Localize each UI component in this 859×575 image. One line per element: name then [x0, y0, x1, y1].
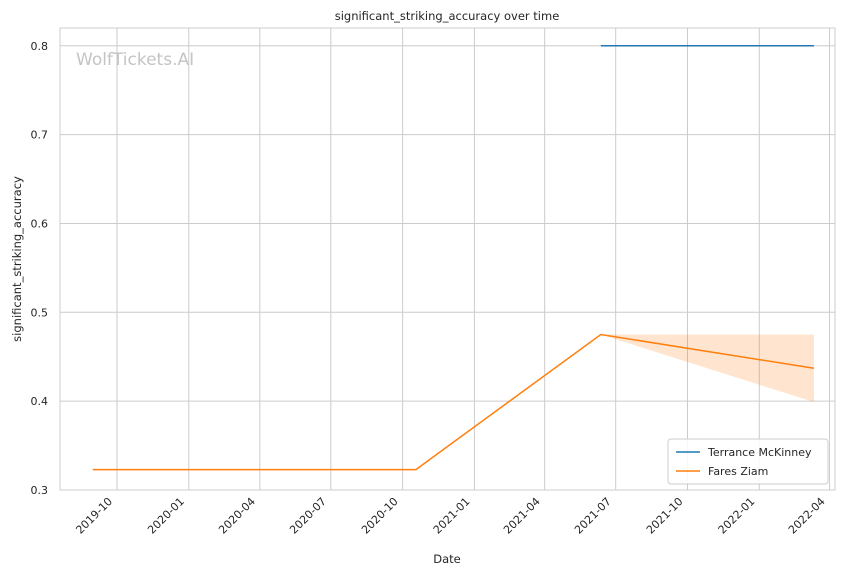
- y-tick-label: 0.8: [31, 40, 49, 53]
- plot-frame: [59, 27, 836, 491]
- y-tick-label: 0.4: [31, 395, 49, 408]
- series-line: [92, 333, 815, 471]
- y-tick-labels: 0.3 0.4 0.5 0.6 0.7 0.8: [31, 40, 49, 497]
- y-tick-label: 0.6: [31, 217, 49, 230]
- legend: Terrance McKinney Fares Ziam: [667, 438, 829, 485]
- legend-box: [667, 438, 829, 485]
- y-tick-label: 0.3: [31, 484, 49, 497]
- legend-label: Terrance McKinney: [707, 446, 812, 459]
- chart-title: significant_striking_accuracy over time: [335, 9, 560, 23]
- y-axis-label: significant_striking_accuracy: [10, 176, 24, 342]
- y-tick-label: 0.7: [31, 129, 49, 142]
- confidence-bands: [600, 334, 814, 403]
- x-axis-label: Date: [433, 552, 461, 566]
- y-tick-label: 0.5: [31, 306, 49, 319]
- x-gridlines: [116, 28, 831, 490]
- series-lines: [92, 45, 815, 471]
- legend-label: Fares Ziam: [708, 465, 768, 478]
- confidence-band: [600, 334, 814, 403]
- plot-area: [60, 28, 835, 490]
- watermark: WolfTickets.AI: [76, 50, 194, 70]
